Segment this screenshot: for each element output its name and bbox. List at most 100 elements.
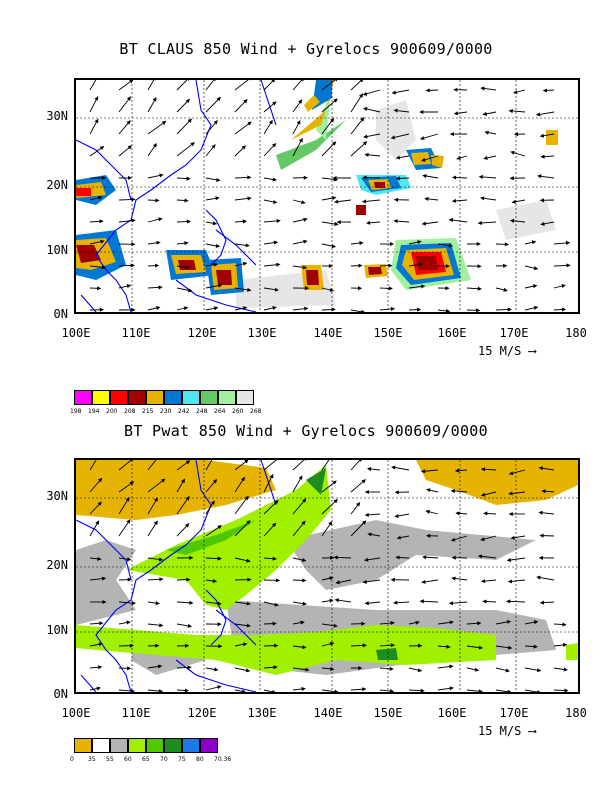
wind-arrow-head xyxy=(130,460,134,462)
wind-arrow xyxy=(205,460,213,471)
wind-arrow-head xyxy=(153,497,158,502)
wind-arrow-head xyxy=(298,137,303,143)
wind-arrow-head xyxy=(131,197,136,202)
wind-arrow-head xyxy=(155,198,160,203)
reference-vector-label: 15 M/S ⟶ xyxy=(478,344,536,358)
wind-arrow-head xyxy=(445,264,451,269)
wind-arrow-head xyxy=(152,143,157,148)
wind-arrow-head xyxy=(159,173,164,178)
wind-arrow-head xyxy=(334,221,339,226)
wind-arrow-head xyxy=(329,287,335,292)
wind-arrow-head xyxy=(129,481,135,486)
wind-arrow xyxy=(234,520,251,537)
wind-arrow-head xyxy=(101,576,107,581)
arrow-right-icon: ⟶ xyxy=(528,344,536,358)
wind-arrow-head xyxy=(396,535,402,540)
wind-arrow-head xyxy=(359,93,364,98)
colorbar-tick-label: 80 xyxy=(196,756,204,763)
wind-arrow-head xyxy=(363,557,369,562)
wind-arrow-head xyxy=(154,263,160,268)
wind-arrow-head xyxy=(535,112,541,117)
wind-arrow-head xyxy=(451,198,457,203)
colorbar-swatch xyxy=(146,738,164,753)
colorbar-tick-label: 200 xyxy=(106,408,118,415)
wind-arrow-head xyxy=(394,514,399,519)
wind-arrow-head xyxy=(304,306,309,311)
wind-arrow-head xyxy=(538,466,544,471)
wind-arrow-head xyxy=(272,101,277,106)
wind-arrow-head xyxy=(356,501,361,507)
colorbar-tick-label: 208 xyxy=(124,408,136,415)
wind-arrow-head xyxy=(243,642,248,647)
wind-arrow-head xyxy=(359,460,362,462)
wind-arrow-head xyxy=(509,176,514,181)
wind-arrow-head xyxy=(395,176,401,181)
wind-arrow-head xyxy=(419,109,424,115)
wind-arrow-head xyxy=(245,668,251,673)
lon-label: 150E xyxy=(373,706,403,720)
wind-arrow xyxy=(263,474,274,493)
wind-arrow-head xyxy=(100,239,105,244)
wind-arrow-head xyxy=(510,535,515,540)
wind-arrow xyxy=(321,141,336,157)
wind-arrow-head xyxy=(185,98,191,104)
wind-arrow-head xyxy=(186,219,192,224)
wind-arrow-head xyxy=(390,643,396,648)
wind-arrow-head xyxy=(478,174,484,179)
wind-arrow-head xyxy=(161,478,166,483)
wind-arrow-head xyxy=(395,555,400,560)
wind-arrow-head xyxy=(417,240,422,245)
wind-arrow-head xyxy=(533,305,539,310)
wind-vectors xyxy=(89,460,569,692)
wind-arrow-head xyxy=(217,283,223,288)
panel2-map xyxy=(74,458,580,694)
wind-arrow-head xyxy=(361,621,366,626)
colorbar-swatch xyxy=(92,390,110,405)
wind-arrow-head xyxy=(214,667,219,672)
wind-arrow-head xyxy=(331,141,337,146)
wind-arrow-head xyxy=(95,520,100,525)
wind-arrow-head xyxy=(303,239,308,244)
wind-arrow-head xyxy=(94,118,99,124)
wind-arrow-head xyxy=(158,285,163,290)
lon-label: 120E xyxy=(187,326,217,340)
wind-arrow-head xyxy=(188,288,193,293)
wind-arrow-head xyxy=(101,175,107,180)
wind-arrow-head xyxy=(127,577,132,582)
lat-label: 10N xyxy=(46,623,68,637)
wind-arrow-head xyxy=(155,643,160,648)
wind-arrow-head xyxy=(393,600,398,605)
wind-arrow-head xyxy=(131,218,136,223)
wind-arrow-head xyxy=(242,261,248,266)
wind-arrow xyxy=(147,460,157,471)
wind-arrow-head xyxy=(330,666,335,671)
lat-label: 30N xyxy=(46,109,68,123)
wind-arrow-head xyxy=(96,686,102,691)
wind-arrow-head xyxy=(561,283,566,289)
wind-arrow-head xyxy=(131,601,136,606)
wind-arrow-head xyxy=(421,579,426,584)
wind-arrow-head xyxy=(483,155,488,160)
wind-arrow-head xyxy=(388,263,393,268)
wind-arrow-head xyxy=(456,155,461,160)
wind-arrow-head xyxy=(536,668,542,673)
wind-arrow-head xyxy=(97,556,102,561)
wind-arrow-head xyxy=(363,134,368,139)
colorbar-tick-label: 260 xyxy=(232,408,244,415)
wind-arrow-head xyxy=(564,688,569,692)
wind-arrow-head xyxy=(562,642,568,647)
wind-arrow-head xyxy=(213,306,219,311)
wind-arrow-head xyxy=(189,555,194,560)
colorbar-swatch xyxy=(200,738,218,753)
wind-arrow-head xyxy=(243,98,248,104)
wind-arrow-head xyxy=(217,556,222,561)
wind-arrow-head xyxy=(269,473,274,479)
wind-arrow-head xyxy=(510,150,515,155)
wind-arrow-head xyxy=(275,578,281,583)
colorbar-tick-label: 65 xyxy=(142,756,150,763)
wind-arrow-head xyxy=(566,263,571,268)
wind-arrow-head xyxy=(562,622,567,627)
wind-arrow-head xyxy=(97,665,103,670)
wind-arrow-head xyxy=(506,557,512,562)
wind-arrow xyxy=(292,138,303,157)
